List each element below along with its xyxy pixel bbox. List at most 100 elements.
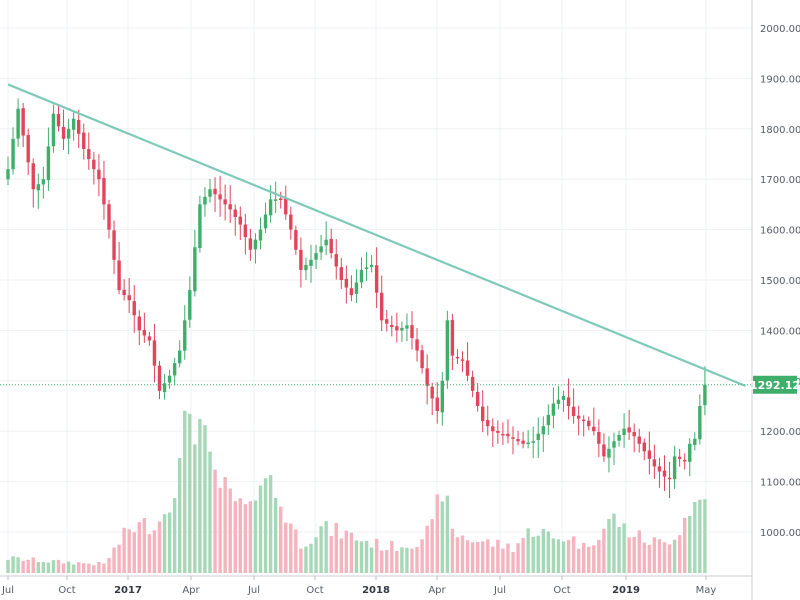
volume-bar: [662, 542, 667, 573]
volume-bar: [496, 539, 500, 573]
candle-body: [652, 459, 657, 467]
volume-bar: [465, 540, 470, 573]
volume-bar: [243, 504, 248, 573]
volume-bar: [46, 562, 51, 573]
volume-bar: [82, 563, 86, 573]
volume-bar: [344, 530, 349, 573]
last-price-tag: 1292.12: [750, 375, 800, 394]
candle-body: [112, 230, 116, 260]
candle-body: [61, 126, 66, 139]
candle-body: [157, 365, 162, 391]
candle-body: [152, 340, 157, 366]
candle-body: [147, 336, 152, 341]
candle-body: [415, 339, 419, 351]
candle-body: [475, 391, 480, 406]
volume-bar: [279, 506, 283, 573]
volume-bar: [248, 501, 253, 573]
volume-bar: [329, 535, 333, 573]
candle-body: [380, 292, 384, 321]
volume-bar: [440, 501, 444, 573]
volume-bar: [455, 537, 460, 573]
candle-body: [329, 238, 333, 254]
candle-body: [273, 199, 278, 201]
candle-body: [268, 199, 273, 216]
volume-bar: [97, 562, 101, 573]
y-tick-label: 1100.00: [760, 478, 800, 489]
volume-bar: [622, 523, 626, 573]
volume-bar: [395, 551, 399, 573]
candle-body: [344, 278, 349, 288]
volume-bar: [218, 487, 222, 573]
volume-bar: [657, 539, 662, 573]
candle-body: [410, 325, 414, 338]
candle-body: [481, 406, 485, 422]
volume-bar: [198, 418, 202, 573]
volume-bar: [410, 548, 414, 573]
candle-body: [607, 448, 611, 458]
x-tick-label: Apr: [428, 585, 446, 596]
volume-bar: [71, 564, 76, 573]
candle-body: [405, 325, 409, 329]
candle-body: [627, 427, 631, 433]
volume-bar: [571, 536, 576, 573]
candle-body: [450, 320, 455, 356]
volume-bar: [556, 539, 561, 573]
volume-bar: [364, 540, 369, 573]
candle-body: [294, 230, 298, 250]
candle-body: [592, 426, 596, 432]
candle-body: [531, 441, 535, 443]
candle-body: [243, 224, 248, 238]
candle-body: [228, 204, 232, 210]
candle-body: [137, 316, 141, 331]
volume-bar: [481, 541, 485, 573]
candle-body: [369, 264, 374, 268]
candle-body: [102, 178, 106, 205]
volume-bar: [26, 559, 30, 573]
volume-bar: [617, 527, 621, 573]
volume-bar: [359, 541, 364, 573]
candle-body: [496, 430, 500, 433]
y-axis[interactable]: 1000.001100.001200.001300.001400.001500.…: [760, 24, 800, 539]
candle-body: [582, 419, 586, 422]
candle-body: [304, 264, 308, 271]
candle-body: [188, 290, 192, 320]
volume-bar: [16, 557, 20, 573]
volume-bar: [157, 521, 162, 573]
y-tick-label: 1700.00: [760, 175, 800, 186]
candle-body: [612, 441, 616, 448]
volume-bar: [36, 562, 40, 573]
candle-body: [657, 466, 662, 472]
volume-bar: [172, 498, 177, 573]
candle-body: [683, 459, 687, 462]
x-axis[interactable]: Jul Oct 2017 Apr Jul Oct 2018 Apr Jul Oct 2019 May: [1, 576, 716, 596]
volume-bar: [551, 538, 556, 573]
volume-bar: [263, 478, 268, 573]
x-tick-label: Oct: [58, 585, 75, 596]
volume-bar: [56, 559, 61, 573]
volume-bar: [6, 559, 10, 573]
volume-bar: [420, 539, 424, 573]
volume-bar: [541, 529, 545, 573]
candle-body: [516, 439, 520, 442]
candle-body: [213, 188, 217, 195]
volume-bar: [334, 523, 338, 573]
volume-bar: [425, 525, 429, 573]
candle-body: [440, 380, 444, 413]
volume-bar: [627, 537, 631, 573]
candle-body: [359, 269, 364, 283]
candle-body: [26, 135, 30, 163]
candle-body: [117, 260, 121, 291]
volume-bar: [87, 563, 91, 573]
candle-body: [677, 456, 682, 459]
candle-body: [183, 320, 187, 351]
volume-bar: [703, 499, 707, 573]
candle-body: [167, 375, 172, 383]
candle-body: [672, 456, 677, 480]
candle-body: [87, 149, 91, 160]
candle-body: [97, 169, 101, 180]
volume-bar: [501, 548, 505, 573]
trendline[interactable]: [7, 83, 746, 387]
volume-bar: [693, 502, 697, 573]
candle-body: [435, 397, 439, 412]
volume-bar: [602, 528, 606, 573]
